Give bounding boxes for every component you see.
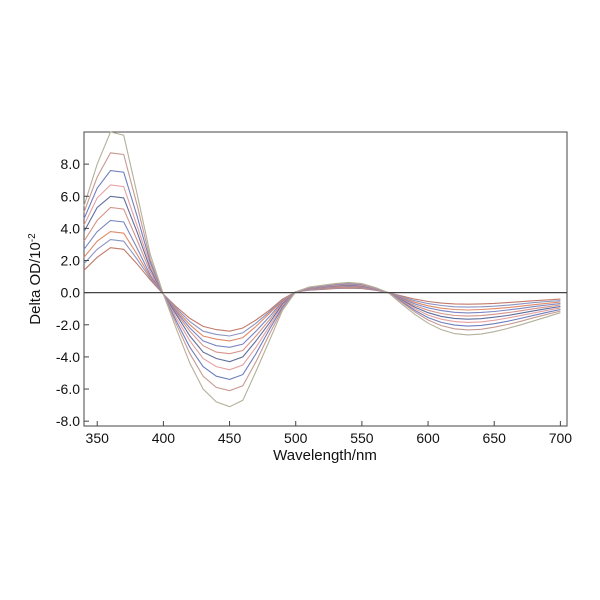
y-axis: -8.0 -6.0 -4.0 -2.0 0.0 2.0 4.0 6.0 8.0 (56, 156, 89, 429)
series-line-5 (83, 206, 561, 355)
series-line-10 (83, 131, 561, 408)
x-tick-label: 700 (549, 430, 573, 446)
y-tick-label: -4.0 (56, 349, 80, 365)
x-tick-label: 550 (350, 430, 374, 446)
x-axis-label: Wavelength/nm (273, 447, 377, 464)
x-tick-label: 350 (86, 430, 110, 446)
y-tick-label: -2.0 (56, 317, 80, 333)
y-tick-label: -8.0 (56, 413, 80, 429)
x-tick-label: 650 (483, 430, 507, 446)
y-tick-label: 4.0 (61, 220, 81, 236)
series-line-6 (83, 195, 561, 363)
y-tick-label: 6.0 (61, 188, 81, 204)
y-tick-label: 0.0 (61, 285, 81, 301)
x-tick-label: 400 (152, 430, 176, 446)
series-line-7 (83, 184, 561, 371)
plot-frame (83, 131, 568, 427)
x-tick-label: 500 (284, 430, 308, 446)
y-tick-label: 8.0 (61, 156, 81, 172)
x-tick-label: 450 (218, 430, 242, 446)
x-axis: 350 400 450 500 550 600 650 700 (86, 421, 573, 446)
y-axis-label: Delta OD/10-2 (27, 233, 45, 325)
series-line-8 (83, 170, 561, 380)
y-axis-label-exponent: -2 (27, 233, 38, 242)
y-axis-label-base: Delta OD/10 (27, 242, 44, 325)
y-tick-label: 2.0 (61, 253, 81, 269)
x-tick-label: 600 (416, 430, 440, 446)
y-tick-label: -6.0 (56, 381, 80, 397)
series-layer (83, 131, 561, 408)
